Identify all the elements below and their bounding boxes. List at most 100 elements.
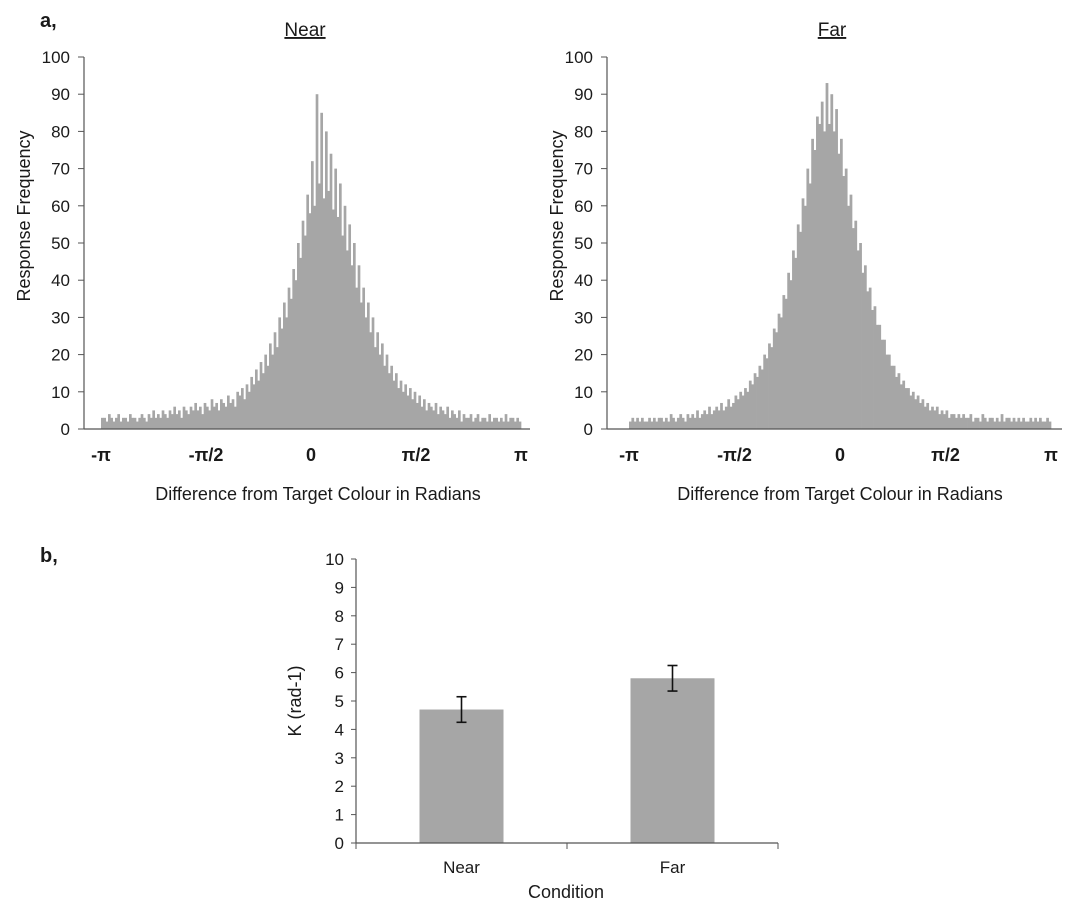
near-histogram-bar [327, 190, 331, 429]
far-histogram-bar [919, 402, 922, 429]
far-histogram-bar [734, 395, 738, 429]
k-y-tick-label: 6 [335, 664, 344, 683]
far-histogram-bar [789, 280, 793, 429]
near-x-tick-label: -π [91, 445, 111, 465]
near-histogram-bar [245, 384, 249, 429]
far-histogram-bar [780, 317, 783, 429]
far-histogram-bar [655, 421, 659, 429]
near-histogram-bar [243, 399, 247, 429]
near-histogram-title: Near [284, 20, 326, 41]
far-histogram-bar [955, 417, 958, 429]
near-histogram-bar [203, 402, 207, 429]
far-histogram-bar [676, 417, 680, 429]
far-histogram-bar [1024, 421, 1028, 429]
k-y-tick-label: 10 [325, 550, 344, 569]
near-y-tick-label: 0 [61, 420, 70, 439]
far-y-tick-label: 10 [574, 383, 593, 402]
near-histogram-bar [140, 414, 144, 429]
far-histogram-bar [820, 101, 824, 429]
near-histogram-bar [374, 347, 377, 429]
near-histogram-bar [217, 410, 221, 429]
far-histogram-bar [686, 414, 690, 429]
far-histogram-bar [643, 421, 647, 429]
far-histogram-bar [837, 153, 841, 429]
near-histogram-bar [486, 421, 489, 429]
far-histogram-bar [1005, 417, 1009, 429]
near-histogram-bar [210, 399, 214, 429]
near-histogram-bar [460, 421, 464, 429]
near-histogram-bar [404, 384, 408, 429]
far-histogram-bar [962, 414, 966, 429]
near-histogram-bar [292, 269, 296, 429]
far-histogram-bar [751, 384, 755, 429]
near-histogram-bar [518, 421, 522, 429]
far-histogram-bar [828, 123, 831, 430]
far-y-tick-label: 50 [574, 234, 593, 253]
far-histogram-bar [1010, 421, 1013, 429]
far-histogram-bar [732, 402, 735, 429]
near-histogram-bar [262, 373, 265, 429]
near-bars [101, 94, 522, 430]
near-histogram-bar [490, 421, 494, 429]
far-histogram-bar [679, 414, 683, 429]
far-histogram-bar [741, 395, 745, 429]
far-histogram-bar [720, 402, 723, 429]
near-histogram-bar [157, 414, 160, 429]
far-histogram-bar [854, 220, 858, 429]
far-axes [606, 57, 1062, 430]
far-histogram-bar [674, 421, 678, 429]
far-histogram-bar [753, 373, 757, 429]
far-histogram-bar [660, 417, 663, 429]
near-histogram-bar [453, 414, 457, 429]
far-histogram-bar [892, 365, 896, 429]
far-histogram-bar [712, 410, 716, 429]
far-histogram-bar [633, 421, 637, 429]
near-histogram-bar [166, 417, 170, 429]
k-x-ticks: Near Far [355, 843, 779, 877]
near-histogram-bar [476, 414, 480, 429]
near-histogram-bar [311, 161, 314, 429]
far-histogram-bar [760, 369, 764, 429]
near-histogram-bar [117, 414, 121, 429]
far-histogram-bar [667, 421, 671, 429]
far-histogram-bar [696, 410, 699, 429]
far-histogram-bar [648, 417, 651, 429]
near-histogram-bar [201, 414, 205, 429]
far-histogram-bar [974, 417, 978, 429]
near-histogram-bar [383, 365, 387, 429]
near-histogram-bar [497, 421, 501, 429]
near-histogram-bar [257, 380, 261, 429]
near-histogram-bar [213, 406, 216, 429]
near-histogram-bar [430, 406, 433, 429]
near-histogram-bar [514, 421, 517, 429]
far-histogram-bar [926, 402, 930, 429]
far-histogram-bar [801, 198, 805, 429]
far-histogram-bar [1036, 421, 1040, 429]
near-histogram-bar [420, 406, 424, 429]
near-histogram-bar [227, 395, 230, 429]
far-histogram-bar [967, 417, 970, 429]
near-y-tick-label: 40 [51, 271, 70, 290]
far-histogram-bar [1039, 417, 1042, 429]
near-histogram-bar [455, 417, 459, 429]
near-histogram-bar [238, 395, 242, 429]
near-histogram-bar [145, 421, 149, 429]
k-bar-far [630, 678, 715, 843]
far-histogram-bar [775, 332, 779, 429]
near-histogram-bar [154, 417, 158, 429]
near-histogram-bar [161, 410, 165, 429]
near-histogram-bar [138, 417, 142, 429]
far-histogram-bar [806, 168, 810, 429]
k-y-tick-label: 9 [335, 578, 344, 597]
near-histogram-bar [465, 417, 468, 429]
near-y-axis-label: Response Frequency [14, 130, 34, 301]
near-histogram-bar [264, 354, 268, 429]
near-histogram-bar [208, 410, 212, 429]
near-histogram-bar [143, 417, 146, 429]
k-bar-near [419, 709, 504, 843]
k-y-tick-label: 4 [335, 720, 344, 739]
near-histogram-bar [280, 328, 284, 429]
far-x-tick-label: π [1044, 445, 1058, 465]
far-histogram-bar [804, 205, 807, 429]
near-histogram-bar [108, 414, 111, 429]
